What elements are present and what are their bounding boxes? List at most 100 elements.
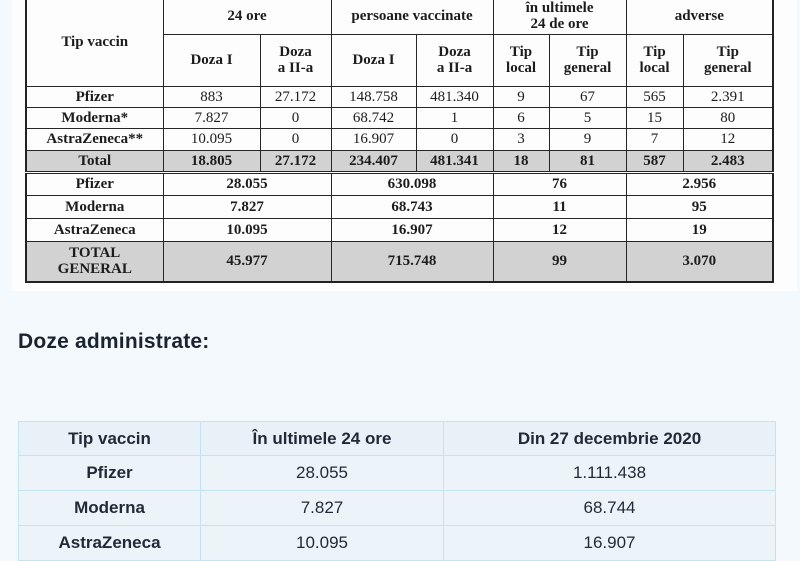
subheader-doza1: Doza I — [162, 33, 261, 87]
cell: 9 — [492, 85, 550, 108]
cell: 481.341 — [415, 149, 494, 173]
subheader-doza2: Doza a II-a — [415, 33, 494, 87]
column-header-ultimele-24-ore: În ultimele 24 ore — [200, 421, 444, 456]
cell: 19 — [625, 217, 774, 242]
cell: 12 — [492, 217, 627, 242]
cell: 80 — [682, 106, 774, 129]
subheader-tip-general: Tip general — [548, 33, 627, 87]
report-document-image: Tip vaccin 24 ore persoane vaccinate în … — [12, 0, 797, 291]
table-row-pfizer: Pfizer 883 27.172 148.758 481.340 9 67 5… — [25, 85, 774, 108]
cell: 10.095 — [162, 217, 332, 242]
cell: 587 — [625, 149, 684, 173]
table-row-moderna: Moderna 7.827 68.744 — [18, 490, 776, 526]
doses-administered-heading: Doze administrate: — [18, 330, 210, 353]
cell: 68.743 — [330, 194, 494, 219]
cell: 68.744 — [443, 490, 776, 526]
row-label: Moderna — [18, 490, 201, 526]
cell: 565 — [625, 85, 684, 108]
cell: 45.977 — [162, 240, 332, 283]
cell: 28.055 — [200, 455, 444, 491]
cell: 12 — [682, 127, 774, 151]
header-group-in-ultimele-24-ore: în ultimele 24 de ore — [492, 0, 627, 35]
cell: 7.827 — [162, 106, 261, 129]
table-row-astrazeneca: AstraZeneca** 10.095 0 16.907 0 3 9 7 12 — [25, 127, 774, 151]
row-label: Moderna* — [25, 106, 164, 129]
cell: 99 — [492, 240, 627, 283]
cell: 630.098 — [330, 170, 494, 196]
row-label: AstraZeneca — [18, 525, 201, 561]
table-row-total: Total 18.805 27.172 234.407 481.341 18 8… — [25, 149, 774, 173]
table-row-astrazeneca: AstraZeneca 10.095 16.907 — [18, 525, 776, 561]
cell: 81 — [548, 149, 627, 173]
cell: 481.340 — [415, 85, 494, 108]
cell: 76 — [492, 170, 627, 196]
cell: 15 — [625, 106, 684, 129]
row-label: Pfizer — [25, 170, 164, 196]
table-row-pfizer: Pfizer 28.055 1.111.438 — [18, 455, 776, 491]
cell: 0 — [415, 127, 494, 151]
cell: 18 — [492, 149, 550, 173]
cell: 16.907 — [330, 217, 494, 242]
table-row-moderna: Moderna* 7.827 0 68.742 1 6 5 15 80 — [25, 106, 774, 129]
cell: 7.827 — [162, 194, 332, 219]
row-label: TOTAL GENERAL — [25, 240, 164, 283]
table-row-moderna-cumulative: Moderna 7.827 68.743 11 95 — [25, 194, 774, 219]
cell: 0 — [259, 127, 332, 151]
table-header-row: Tip vaccin În ultimele 24 ore Din 27 dec… — [18, 421, 776, 456]
cell: 3.070 — [625, 240, 774, 283]
cell: 7 — [625, 127, 684, 151]
table-row-pfizer-cumulative: Pfizer 28.055 630.098 76 2.956 — [25, 170, 774, 196]
header-group-adverse: adverse — [625, 0, 774, 35]
row-label: Pfizer — [18, 455, 201, 491]
column-header-tip-vaccin: Tip vaccin — [18, 421, 201, 456]
cell: 148.758 — [330, 85, 417, 108]
cell: 6 — [492, 106, 550, 129]
row-label: Total — [25, 149, 164, 173]
subheader-tip-local: Tip local — [492, 33, 550, 87]
cell: 2.483 — [682, 149, 774, 173]
cell: 11 — [492, 194, 627, 219]
cell: 95 — [625, 194, 774, 219]
cell: 234.407 — [330, 149, 417, 173]
cell: 18.805 — [162, 149, 261, 173]
page: { "colors": { "page_background": "#f3f9f… — [12, 0, 797, 561]
table-row-total-general: TOTAL GENERAL 45.977 715.748 99 3.070 — [25, 240, 774, 283]
header-tip-vaccin: Tip vaccin — [25, 0, 164, 87]
table-row-astrazeneca-cumulative: AstraZeneca 10.095 16.907 12 19 — [25, 217, 774, 242]
column-header-din-27-decembrie: Din 27 decembrie 2020 — [443, 421, 776, 456]
row-label: AstraZeneca** — [25, 127, 164, 151]
doses-administered-table: Tip vaccin În ultimele 24 ore Din 27 dec… — [18, 421, 776, 561]
subheader-tip-local: Tip local — [625, 33, 684, 87]
subheader-doza1: Doza I — [330, 33, 417, 87]
cell: 3 — [492, 127, 550, 151]
cell: 2.956 — [625, 170, 774, 196]
cell: 27.172 — [259, 149, 332, 173]
cell: 2.391 — [682, 85, 774, 108]
cell: 10.095 — [200, 525, 444, 561]
cell: 28.055 — [162, 170, 332, 196]
cell: 1.111.438 — [443, 455, 776, 491]
cell: 7.827 — [200, 490, 444, 526]
cell: 16.907 — [443, 525, 776, 561]
vaccination-report-table: Tip vaccin 24 ore persoane vaccinate în … — [25, 0, 775, 283]
subheader-tip-general: Tip general — [682, 33, 774, 87]
row-label: AstraZeneca — [25, 217, 164, 242]
cell: 5 — [548, 106, 627, 129]
cell: 0 — [259, 106, 332, 129]
table-row: Tip vaccin 24 ore persoane vaccinate în … — [25, 0, 774, 87]
row-label: Moderna — [25, 194, 164, 219]
cell: 27.172 — [259, 85, 332, 108]
header-group-persoane-vaccinate: persoane vaccinate — [330, 0, 494, 35]
cell: 715.748 — [330, 240, 494, 283]
cell: 9 — [548, 127, 627, 151]
cell: 883 — [162, 85, 261, 108]
subheader-doza2: Doza a II-a — [259, 33, 332, 87]
row-label: Pfizer — [25, 85, 164, 108]
cell: 1 — [415, 106, 494, 129]
cell: 10.095 — [162, 127, 261, 151]
cell: 16.907 — [330, 127, 417, 151]
table-row: Doza I Doza a II-a Doza I Doza a II-a Ti… — [26, 33, 774, 87]
header-group-24ore: 24 ore — [162, 0, 332, 35]
cell: 68.742 — [330, 106, 417, 129]
cell: 67 — [548, 85, 627, 108]
